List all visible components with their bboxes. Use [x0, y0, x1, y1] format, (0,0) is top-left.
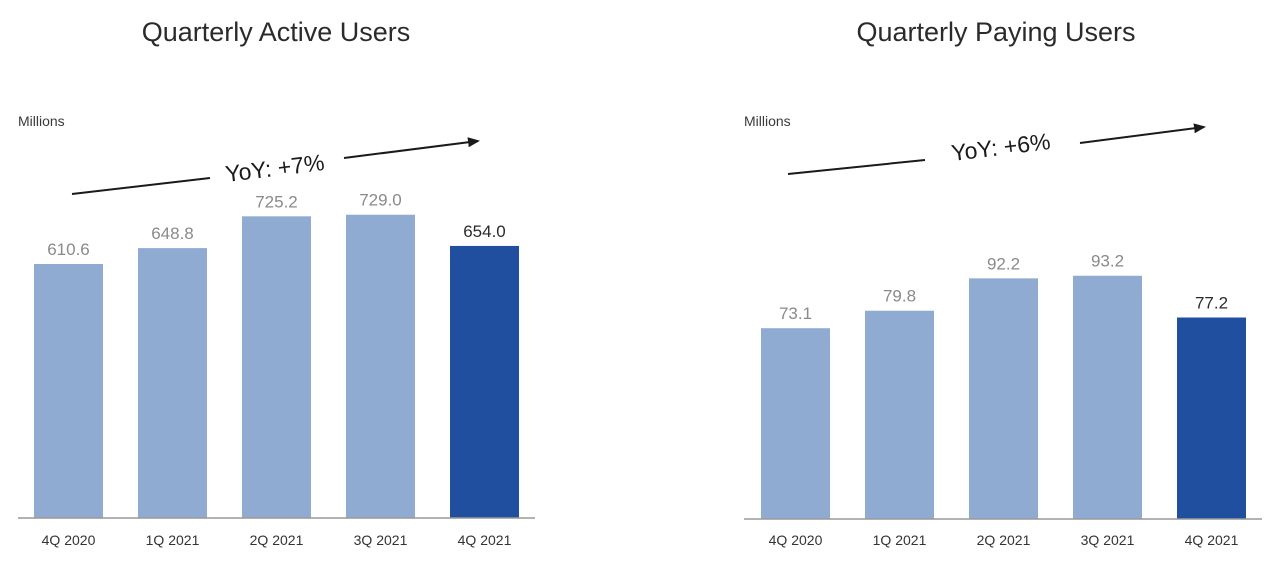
- tick-label-2: 2Q 2021: [977, 532, 1031, 548]
- bar-2: [242, 216, 311, 518]
- yoy-arrow-tail: [787, 159, 926, 175]
- yoy-arrow-tail: [71, 177, 211, 195]
- unit-label: Millions: [18, 113, 65, 129]
- tick-label-2: 2Q 2021: [250, 532, 304, 548]
- bar-4: [450, 245, 519, 518]
- bar-1: [865, 310, 934, 519]
- value-label-0: 610.6: [47, 240, 90, 259]
- active-users-chart: Quarterly Active Users Millions YoY: +7%…: [18, 17, 535, 548]
- bar-0: [34, 263, 103, 518]
- paying-users-chart: Quarterly Paying Users Millions YoY: +6%…: [744, 17, 1262, 548]
- chart-title: Quarterly Active Users: [142, 17, 411, 47]
- value-label-2: 92.2: [987, 254, 1020, 273]
- chart-title: Quarterly Paying Users: [856, 17, 1135, 47]
- value-label-3: 729.0: [359, 191, 402, 210]
- bar-2: [969, 278, 1038, 519]
- tick-label-0: 4Q 2020: [42, 532, 96, 548]
- tick-label-3: 3Q 2021: [1081, 532, 1135, 548]
- bar-group: 73.1 4Q 2020 79.8 1Q 2021 92.2 2Q 2021 93.2 3Q …: [761, 252, 1246, 548]
- value-label-2: 725.2: [255, 192, 298, 211]
- bar-group: 610.6 4Q 2020 648.8 1Q 2021 725.2 2Q 2021 729.…: [34, 191, 519, 548]
- yoy-arrow-head: [343, 137, 480, 159]
- tick-label-1: 1Q 2021: [873, 532, 927, 548]
- tick-label-0: 4Q 2020: [769, 532, 823, 548]
- bar-3: [346, 214, 415, 518]
- value-label-3: 93.2: [1091, 252, 1124, 271]
- tick-label-3: 3Q 2021: [354, 532, 408, 548]
- tick-label-4: 4Q 2021: [1185, 532, 1239, 548]
- value-label-4: 654.0: [463, 222, 506, 241]
- bar-0: [761, 328, 830, 519]
- value-label-4: 77.2: [1195, 294, 1228, 313]
- tick-label-1: 1Q 2021: [146, 532, 200, 548]
- unit-label: Millions: [744, 113, 791, 129]
- bar-3: [1073, 275, 1142, 519]
- bar-4: [1177, 317, 1246, 519]
- value-label-1: 648.8: [151, 224, 194, 243]
- value-label-0: 73.1: [779, 304, 812, 323]
- bar-1: [138, 248, 207, 519]
- value-label-1: 79.8: [883, 287, 916, 306]
- yoy-annotation: YoY: +6%: [950, 128, 1052, 166]
- yoy-annotation: YoY: +7%: [224, 149, 326, 187]
- yoy-arrow-head: [1079, 123, 1206, 144]
- tick-label-4: 4Q 2021: [458, 532, 512, 548]
